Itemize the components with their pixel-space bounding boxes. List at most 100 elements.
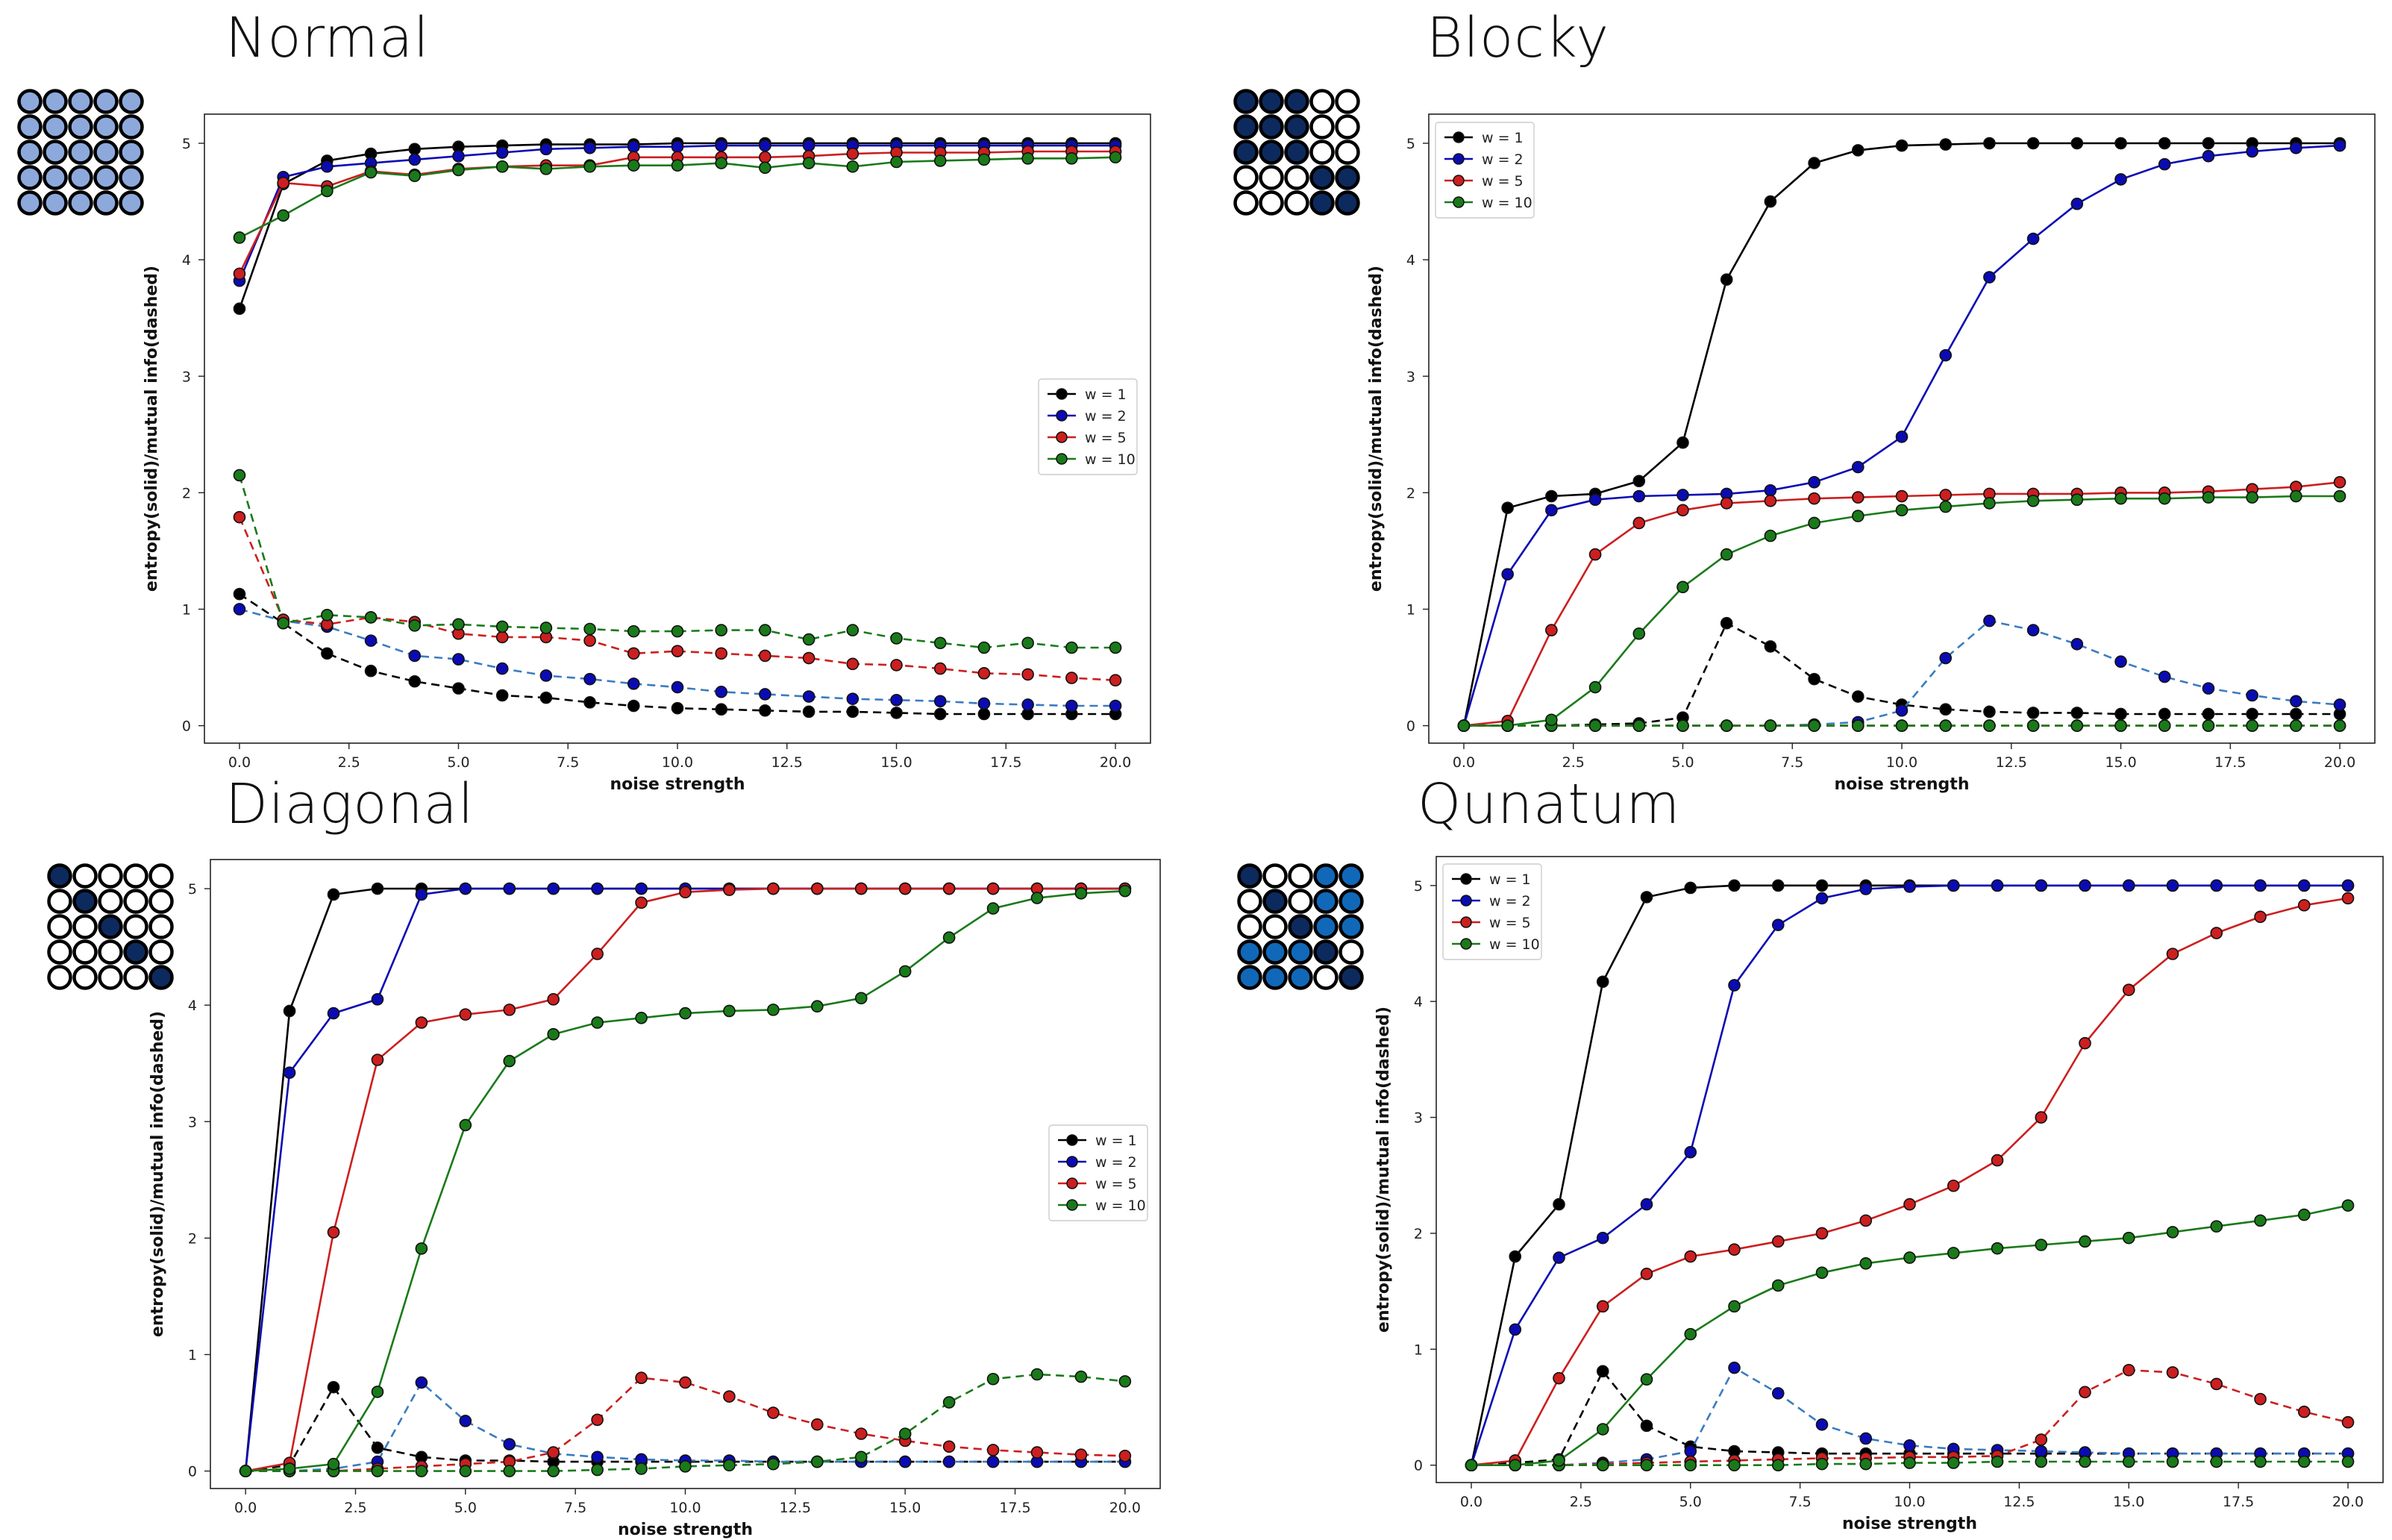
panel-title-quantum: Qunatum [1418,772,1681,836]
data-point [671,140,684,154]
x-tick-label: 17.5 [990,754,1021,771]
data-point [233,231,246,244]
series-line [238,475,1115,649]
x-tick-label: 0.0 [228,754,251,771]
pattern-cell [72,889,98,914]
data-point [1065,699,1078,713]
pattern-cell [1313,889,1339,914]
data-point [539,691,553,704]
data-point [759,139,771,152]
pattern-cell [1335,190,1360,216]
x-tick-label: 10.0 [662,754,693,771]
pattern-cell [1288,939,1313,965]
pattern-cell [1259,89,1284,114]
data-point [759,151,771,164]
pattern-cell [1237,889,1262,914]
pattern-cell [1233,190,1259,216]
pattern-cell [47,939,72,965]
pattern-cell [148,939,174,965]
pattern-cell [119,114,144,140]
pattern-cell [17,165,43,190]
pattern-cell [1335,114,1360,140]
data-point [890,659,903,672]
pattern-cell [119,89,144,114]
panel-title-diagonal: Diagonal [225,772,475,836]
pattern-cell [1309,89,1335,114]
y-tick-label: 5 [182,136,191,152]
data-point [933,662,947,675]
data-point [627,699,640,713]
pattern-grid-normal [17,89,144,216]
data-point [583,634,596,647]
pattern-cell [123,863,148,889]
pattern-cell [1284,140,1309,165]
pattern-cell [98,863,123,889]
pattern-cell [43,165,68,190]
pattern-cell [123,965,148,990]
data-point [802,705,815,719]
panel-title-blocky: Blocky [1427,6,1609,70]
data-point [583,696,596,709]
data-point [583,672,596,686]
legend: w = 1 w = 2 w = 5 w = 10 [1038,378,1138,475]
data-point [277,616,289,630]
pattern-cell [1284,190,1309,216]
pattern-cell [1288,889,1313,914]
pattern-cell [43,114,68,140]
series-w-10-mutual-info- [233,469,1122,654]
data-point [583,160,596,173]
data-point [715,686,728,698]
pattern-cell [1309,114,1335,140]
data-point [671,680,684,694]
legend-marker [1056,388,1068,400]
data-point [233,510,246,524]
data-point [1021,152,1034,165]
pattern-cell [1339,914,1364,939]
pattern-cell [148,914,174,939]
data-point [627,625,640,638]
data-point [233,587,246,601]
pattern-cell [43,140,68,165]
data-point [802,690,815,703]
pattern-cell [1339,863,1364,889]
data-point [495,630,509,644]
data-point [408,143,422,156]
pattern-cell [1262,863,1288,889]
legend-box [1038,378,1138,475]
pattern-cell [72,965,98,990]
data-point [846,147,860,160]
pattern-cell [93,190,119,216]
data-point [233,469,246,482]
data-point [1109,699,1122,713]
data-point [977,667,991,680]
pattern-cell [43,190,68,216]
pattern-cell [72,863,98,889]
pattern-cell [123,889,148,914]
pattern-cell [1309,140,1335,165]
pattern-cell [1288,914,1313,939]
data-point [583,622,596,636]
y-tick-label: 4 [182,252,191,269]
series-w-5-mutual-info- [233,510,1122,687]
pattern-cell [1262,965,1288,990]
pattern-cell [1233,89,1259,114]
data-point [933,707,947,721]
pattern-grid-diagonal [47,863,174,990]
data-point [933,636,947,650]
pattern-cell [1288,863,1313,889]
legend-marker [1056,453,1068,465]
pattern-cell [1335,165,1360,190]
data-point [539,143,553,156]
data-point [671,625,684,638]
pattern-cell [98,889,123,914]
x-tick-label: 15.0 [880,754,912,771]
pattern-cell [123,914,148,939]
legend-marker [1056,431,1068,443]
panel-title-normal: Normal [225,6,430,70]
pattern-cell [1259,190,1284,216]
pattern-cell [1259,140,1284,165]
data-point [977,641,991,654]
legend-label: w = 2 [1085,408,1127,425]
pattern-cell [17,140,43,165]
data-point [933,154,947,167]
